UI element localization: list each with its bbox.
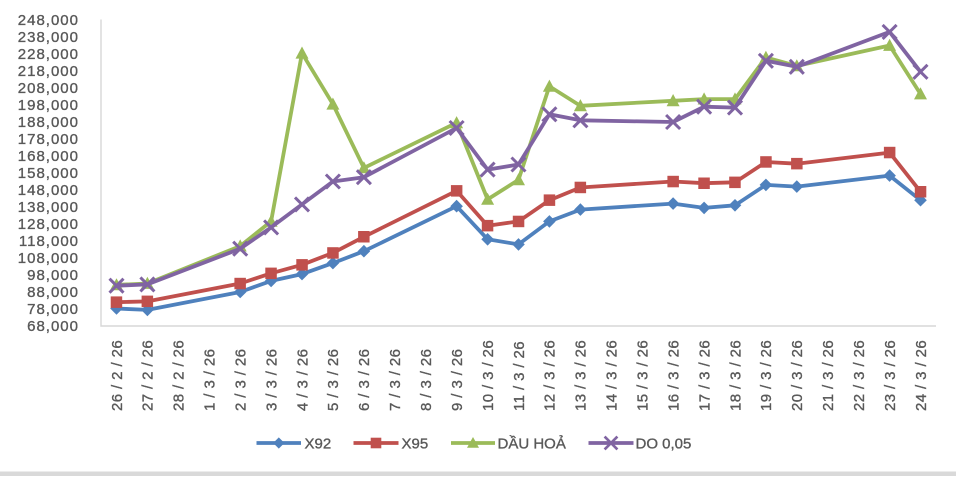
svg-text:208,000: 208,000: [18, 80, 79, 97]
svg-text:138,000: 138,000: [18, 199, 79, 216]
svg-text:26 / 2 / 26: 26 / 2 / 26: [109, 340, 126, 411]
svg-text:148,000: 148,000: [18, 182, 79, 199]
svg-text:14 / 3 / 26: 14 / 3 / 26: [604, 340, 621, 411]
svg-text:5 / 3 / 26: 5 / 3 / 26: [325, 349, 342, 411]
svg-text:108,000: 108,000: [18, 250, 79, 267]
svg-text:2 / 3 / 26: 2 / 3 / 26: [233, 349, 250, 411]
svg-text:15 / 3 / 26: 15 / 3 / 26: [635, 340, 652, 411]
svg-text:168,000: 168,000: [18, 148, 79, 165]
svg-text:4 / 3 / 26: 4 / 3 / 26: [294, 349, 311, 411]
svg-text:27 / 2 / 26: 27 / 2 / 26: [140, 340, 157, 411]
svg-text:17 / 3 / 26: 17 / 3 / 26: [696, 340, 713, 411]
svg-text:DO 0,05: DO 0,05: [636, 435, 692, 452]
svg-text:188,000: 188,000: [18, 114, 79, 131]
svg-text:X92: X92: [305, 435, 332, 452]
svg-text:DẦU HOẢ: DẦU HOẢ: [498, 435, 566, 452]
svg-text:6 / 3 / 26: 6 / 3 / 26: [356, 349, 373, 411]
svg-text:22 / 3 / 26: 22 / 3 / 26: [851, 340, 868, 411]
svg-text:19 / 3 / 26: 19 / 3 / 26: [758, 340, 775, 411]
svg-text:7 / 3 / 26: 7 / 3 / 26: [387, 349, 404, 411]
svg-text:9 / 3 / 26: 9 / 3 / 26: [449, 349, 466, 411]
svg-text:8 / 3 / 26: 8 / 3 / 26: [418, 349, 435, 411]
svg-text:78,000: 78,000: [27, 301, 79, 318]
svg-text:13 / 3 / 26: 13 / 3 / 26: [573, 340, 590, 411]
svg-text:20 / 3 / 26: 20 / 3 / 26: [789, 340, 806, 411]
svg-text:23 / 3 / 26: 23 / 3 / 26: [882, 340, 899, 411]
svg-text:128,000: 128,000: [18, 216, 79, 233]
svg-text:158,000: 158,000: [18, 165, 79, 182]
svg-text:X95: X95: [402, 435, 429, 452]
svg-text:118,000: 118,000: [19, 233, 79, 250]
svg-text:24 / 3 / 26: 24 / 3 / 26: [913, 340, 930, 411]
svg-text:178,000: 178,000: [18, 131, 79, 148]
svg-text:3 / 3 / 26: 3 / 3 / 26: [263, 349, 280, 411]
svg-text:238,000: 238,000: [18, 29, 79, 46]
svg-text:28 / 2 / 26: 28 / 2 / 26: [171, 340, 188, 411]
svg-text:18 / 3 / 26: 18 / 3 / 26: [727, 340, 744, 411]
svg-text:21 / 3 / 26: 21 / 3 / 26: [820, 340, 837, 411]
svg-text:1 / 3 / 26: 1 / 3 / 26: [202, 349, 219, 411]
svg-text:11 / 3 / 26: 11 / 3 / 26: [511, 341, 528, 411]
svg-text:12 / 3 / 26: 12 / 3 / 26: [542, 340, 559, 411]
svg-text:98,000: 98,000: [27, 267, 79, 284]
svg-text:88,000: 88,000: [27, 284, 79, 301]
svg-text:10 / 3 / 26: 10 / 3 / 26: [480, 340, 497, 411]
svg-text:198,000: 198,000: [18, 97, 79, 114]
svg-text:228,000: 228,000: [18, 46, 79, 63]
svg-text:68,000: 68,000: [27, 318, 79, 335]
svg-text:248,000: 248,000: [18, 12, 79, 29]
svg-text:218,000: 218,000: [18, 63, 79, 80]
svg-text:16 / 3 / 26: 16 / 3 / 26: [665, 340, 682, 411]
